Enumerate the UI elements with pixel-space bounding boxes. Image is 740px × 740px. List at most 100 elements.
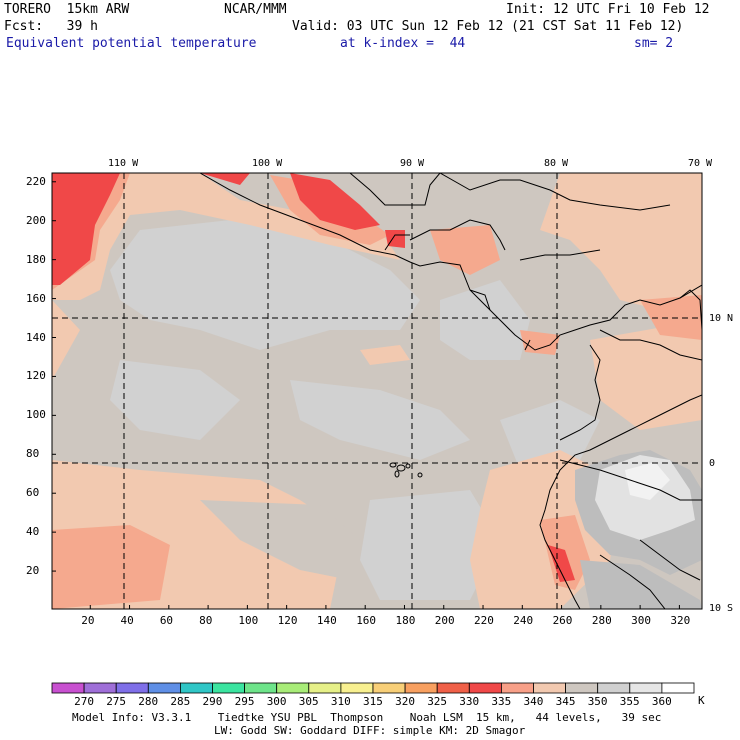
field-patch	[290, 173, 380, 230]
colorbar-label: 300	[266, 695, 287, 708]
field-patch	[520, 330, 560, 355]
field-patch	[200, 500, 360, 580]
colorbar-label: 345	[555, 695, 576, 708]
forecast-hour: Fcst: 39 h	[4, 19, 98, 34]
lat-label-equator: 0	[709, 458, 716, 469]
lat-lon-grid	[52, 173, 702, 609]
x-index-label: 160	[356, 614, 377, 627]
colorbar-swatch	[404, 682, 438, 694]
colorbar-swatch	[468, 682, 502, 694]
field-patch	[200, 173, 250, 185]
map-frame	[51, 172, 703, 610]
y-index-label: 180	[26, 252, 46, 266]
colorbar-swatch	[436, 682, 470, 694]
colorbar-swatch	[597, 682, 631, 694]
y-index-label: 80	[26, 447, 40, 461]
x-index-label: 200	[434, 614, 455, 627]
field-name: Equivalent potential temperature	[6, 36, 257, 51]
colorbar-swatch	[179, 682, 213, 694]
field-patch	[110, 360, 240, 440]
colorbar-label: 320	[395, 695, 415, 708]
colorbar-label: 305	[298, 695, 319, 708]
colorbar-unit: K	[698, 694, 705, 707]
center-label: NCAR/MMM	[224, 2, 287, 17]
colorbar-label: 335	[491, 695, 512, 708]
galapagos-islands	[389, 462, 423, 478]
smoothing-label: sm= 2	[634, 36, 674, 51]
colorbar-swatch	[276, 682, 310, 694]
colorbar-swatch	[115, 682, 149, 694]
y-index-label: 20	[26, 564, 40, 578]
colorbar-label: 340	[523, 695, 544, 708]
colorbar-swatch	[51, 682, 85, 694]
x-index-label: 280	[591, 614, 612, 627]
colorbar-swatch	[372, 682, 406, 694]
lon-label-100w: 100 W	[252, 158, 283, 169]
x-index-label: 20	[81, 614, 95, 627]
colorbar-label: 285	[170, 695, 191, 708]
model-title: TORERO 15km ARW	[4, 2, 130, 17]
colorbar-label: 330	[459, 695, 480, 708]
x-index-label: 80	[199, 614, 213, 627]
field-patch	[440, 280, 530, 360]
colorbar-swatch	[629, 682, 663, 694]
x-index-label: 260	[552, 614, 573, 627]
colorbar-label: 290	[202, 695, 223, 708]
level-label: at k-index = 44	[340, 36, 466, 51]
colorbar-swatch	[661, 682, 695, 694]
colorbar-label: 360	[651, 695, 672, 708]
field-patch	[625, 462, 670, 500]
colorbar-label: 350	[587, 695, 608, 708]
lon-label-90w: 90 W	[400, 158, 425, 169]
x-index-label: 60	[159, 614, 174, 627]
field-patch	[430, 225, 500, 275]
field-patch	[360, 490, 500, 600]
colorbar-swatch	[212, 682, 245, 694]
colorbar-label: 295	[234, 695, 255, 708]
colorbar-swatch	[340, 682, 374, 694]
colorbar-label: 270	[74, 695, 94, 708]
colorbar-swatch	[500, 682, 534, 694]
colorbar-label: 280	[138, 695, 159, 708]
x-index-label: 300	[631, 614, 651, 627]
x-index-label: 240	[513, 614, 534, 627]
x-index-label: 180	[395, 614, 416, 627]
field-patch	[52, 173, 400, 300]
y-index-label: 220	[26, 174, 46, 188]
lon-label-70w: 70 W	[688, 158, 713, 169]
axis-ticks	[52, 181, 680, 609]
y-index-label: 160	[26, 291, 46, 305]
field-patch	[590, 320, 702, 430]
y-index-label: 120	[26, 369, 46, 383]
y-index-label: 200	[26, 213, 46, 227]
x-index-label: 120	[277, 614, 298, 627]
colorbar-swatch	[83, 682, 117, 694]
lon-label-110w: 110 W	[108, 158, 139, 169]
y-index-label: 100	[26, 408, 46, 422]
colorbar-label: 310	[330, 695, 351, 708]
field-patch	[52, 525, 170, 609]
x-index-label: 320	[670, 614, 691, 627]
x-index-label: 100	[238, 614, 259, 627]
y-index-label: 60	[26, 486, 40, 500]
field-patch	[580, 560, 702, 609]
valid-time: Valid: 03 UTC Sun 12 Feb 12 (21 CST Sat …	[292, 19, 684, 34]
x-index-label: 140	[316, 614, 337, 627]
y-index-label: 40	[26, 525, 40, 539]
colorbar-swatch	[565, 682, 599, 694]
colorbar-label: 315	[363, 695, 383, 708]
colorbar-swatch	[533, 682, 566, 694]
colorbar-label: 355	[619, 695, 640, 708]
field-patch	[640, 295, 702, 340]
y-index-label: 140	[26, 330, 46, 344]
x-index-label: 220	[474, 614, 494, 627]
model-info: Model Info: V3.3.1 Tiedtke YSU PBL Thomp…	[72, 711, 662, 724]
physics-info: LW: Godd SW: Goddard DIFF: simple KM: 2D…	[214, 724, 526, 737]
field-patch	[548, 545, 575, 582]
colorbar-swatches	[51, 682, 695, 694]
field-patch	[540, 173, 702, 310]
lat-label-10s: 10 S	[709, 603, 734, 614]
colorbar-swatch	[308, 682, 342, 694]
